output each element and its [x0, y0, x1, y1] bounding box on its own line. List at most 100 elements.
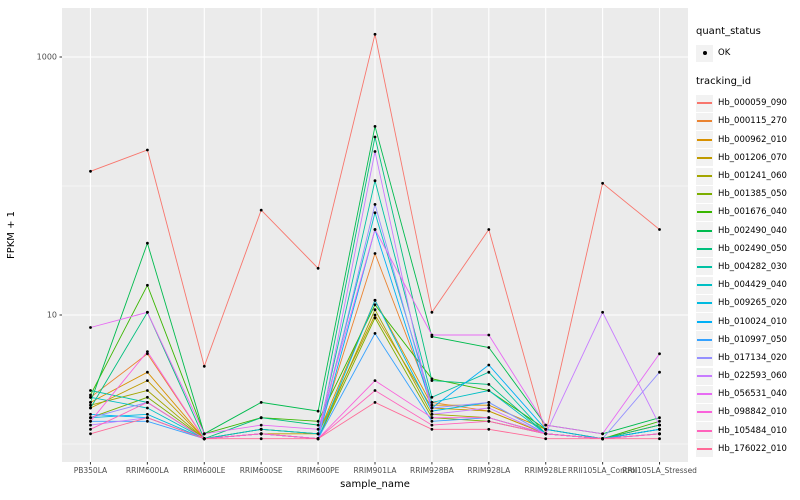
- data-point: [89, 427, 92, 431]
- legend-item-Hb_004429_040: Hb_004429_040: [696, 276, 800, 294]
- data-point: [89, 393, 92, 397]
- data-point: [430, 401, 434, 404]
- data-point: [89, 419, 92, 423]
- line-key-icon: [697, 302, 712, 305]
- legend-item-label: Hb_002490_050: [718, 243, 787, 254]
- data-point: [146, 379, 149, 382]
- data-point: [373, 150, 377, 153]
- data-point: [487, 416, 491, 420]
- line-key-icon: [697, 284, 712, 287]
- data-point: [146, 401, 149, 404]
- legend-item-label: Hb_001385_050: [718, 189, 787, 200]
- data-point: [430, 403, 434, 407]
- data-point: [601, 432, 604, 436]
- data-point: [259, 401, 263, 404]
- data-point: [89, 169, 92, 173]
- legend-item-label: Hb_010997_050: [718, 334, 787, 345]
- data-point: [316, 419, 320, 423]
- legend-item-label: Hb_010024_010: [718, 316, 787, 327]
- data-point: [259, 427, 263, 431]
- data-point: [146, 389, 149, 392]
- legend-key-box: [696, 276, 713, 294]
- legend-item-label: Hb_004429_040: [718, 280, 787, 291]
- legend-item-Hb_000059_090: Hb_000059_090: [696, 94, 800, 112]
- line-key-icon: [697, 320, 712, 323]
- legend-item-label: Hb_056531_040: [718, 389, 787, 400]
- data-point: [373, 135, 377, 139]
- legend-item-Hb_009265_020: Hb_009265_020: [696, 294, 800, 312]
- data-point: [89, 326, 92, 329]
- data-point: [146, 370, 149, 374]
- data-point: [373, 308, 377, 312]
- data-point: [373, 179, 377, 183]
- data-point: [202, 432, 206, 436]
- y-tick-label: 10: [47, 311, 57, 320]
- legend-key-box: [696, 258, 713, 276]
- data-point: [146, 395, 149, 399]
- data-point: [658, 352, 661, 356]
- data-point: [544, 423, 548, 427]
- legend-key-box: [696, 440, 713, 458]
- data-point: [89, 406, 92, 410]
- data-point: [89, 395, 92, 399]
- legend-item-Hb_001206_070: Hb_001206_070: [696, 149, 800, 167]
- data-point: [544, 437, 548, 441]
- data-point: [601, 181, 604, 185]
- legend-item-label: Hb_000059_090: [718, 98, 787, 109]
- legend-item-label: Hb_176022_010: [718, 443, 787, 454]
- legend-item-label: Hb_001206_070: [718, 152, 787, 163]
- x-tick-label: RRII105LA_Control: [568, 466, 638, 475]
- data-point: [430, 416, 434, 420]
- data-point: [601, 310, 604, 314]
- data-point: [373, 316, 377, 320]
- line-key-icon: [697, 120, 712, 123]
- data-point: [373, 32, 377, 36]
- x-tick-label: RRIM600SE: [240, 466, 283, 475]
- legend-item-Hb_105484_010: Hb_105484_010: [696, 422, 800, 440]
- data-point: [373, 389, 377, 392]
- data-point: [430, 423, 434, 427]
- data-point: [146, 406, 149, 410]
- data-point: [259, 416, 263, 420]
- data-point: [146, 310, 149, 314]
- legend-key-box: [696, 313, 713, 331]
- legend-item-Hb_010024_010: Hb_010024_010: [696, 312, 800, 331]
- data-point: [259, 208, 263, 212]
- legend-item-Hb_004282_030: Hb_004282_030: [696, 258, 800, 276]
- legend-key-box: [696, 385, 713, 403]
- line-key-icon: [697, 193, 712, 196]
- point-key-icon: [702, 51, 707, 56]
- data-point: [430, 379, 434, 382]
- data-point: [487, 333, 491, 337]
- x-tick-label: RRIM600LA: [126, 466, 170, 475]
- data-point: [373, 379, 377, 382]
- data-point: [658, 416, 661, 420]
- line-key-icon: [697, 429, 712, 432]
- data-point: [487, 419, 491, 423]
- legend-item-Hb_176022_010: Hb_176022_010: [696, 440, 800, 458]
- legend-tracking-items: Hb_000059_090 Hb_000115_270 Hb_000962_010 H…: [696, 94, 800, 458]
- line-key-icon: [697, 229, 712, 232]
- data-point: [89, 432, 92, 436]
- legend-key-box: [696, 94, 713, 112]
- legend: quant_status OK tracking_id Hb_000059_09…: [696, 26, 800, 458]
- legend-item-Hb_000962_010: Hb_000962_010: [696, 131, 800, 149]
- data-point: [658, 437, 661, 441]
- data-point: [259, 423, 263, 427]
- data-point: [373, 211, 377, 215]
- legend-key-box: [696, 222, 713, 240]
- legend-item-label: Hb_022593_060: [718, 371, 787, 382]
- legend-item-Hb_001676_040: Hb_001676_040: [696, 203, 800, 221]
- x-tick-label: RRIM928LE: [525, 466, 568, 475]
- data-point: [487, 383, 491, 386]
- data-point: [373, 313, 377, 317]
- data-point: [544, 432, 548, 436]
- data-point: [430, 419, 434, 423]
- data-point: [373, 252, 377, 255]
- data-point: [430, 395, 434, 399]
- data-point: [146, 148, 149, 152]
- line-key-icon: [697, 265, 712, 268]
- line-key-icon: [697, 356, 712, 359]
- data-point: [316, 423, 320, 427]
